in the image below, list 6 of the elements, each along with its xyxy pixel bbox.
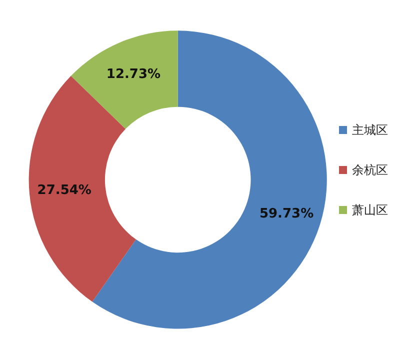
- legend-label: 余杭区: [352, 163, 388, 177]
- legend-label: 萧山区: [352, 203, 388, 217]
- data-label: 12.73%: [106, 67, 161, 82]
- data-label: 59.73%: [259, 206, 314, 222]
- data-label: 27.54%: [37, 182, 92, 198]
- legend-label: 主城区: [352, 123, 388, 137]
